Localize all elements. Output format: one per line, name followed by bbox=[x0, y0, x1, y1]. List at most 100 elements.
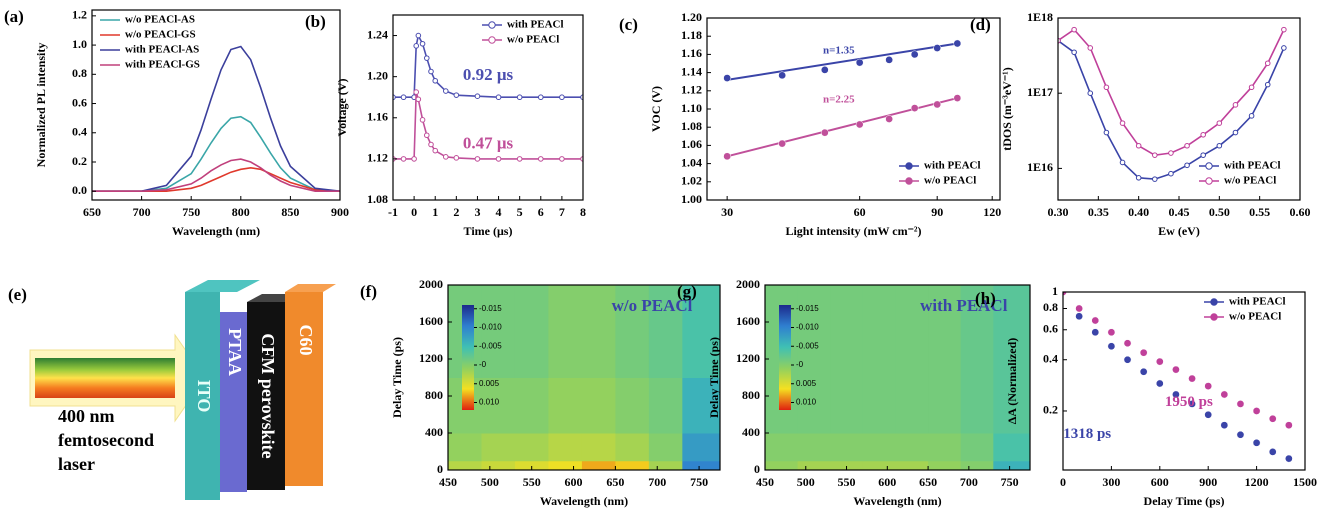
point bbox=[474, 93, 481, 99]
x-axis-title: Time (μs) bbox=[464, 224, 513, 238]
point bbox=[1200, 152, 1206, 158]
heat-cell bbox=[481, 285, 516, 378]
x-tick-label: 6 bbox=[538, 205, 544, 219]
legend-label: w/o PEACl-GS bbox=[125, 29, 196, 41]
x-tick-label: 500 bbox=[481, 475, 499, 489]
y-axis-title: Normalized PL intensity bbox=[34, 43, 48, 168]
point bbox=[778, 139, 786, 148]
point bbox=[537, 156, 544, 162]
point bbox=[953, 39, 962, 48]
series-line bbox=[1058, 39, 1285, 180]
layer-label: C60 bbox=[296, 325, 316, 356]
point bbox=[1188, 374, 1196, 383]
x-tick-label: 650 bbox=[606, 475, 624, 489]
heat-cell bbox=[895, 460, 929, 470]
heat-cell bbox=[548, 377, 583, 434]
point bbox=[1071, 26, 1077, 33]
point bbox=[495, 94, 502, 101]
legend-marker bbox=[488, 36, 496, 44]
plot-area bbox=[1063, 292, 1293, 463]
point bbox=[1264, 81, 1271, 88]
heat-cell bbox=[581, 377, 616, 434]
plot-area bbox=[723, 39, 962, 161]
point bbox=[1204, 382, 1213, 390]
legend-label: with PEACl bbox=[1229, 296, 1286, 308]
c60-top bbox=[285, 284, 336, 292]
point bbox=[1155, 379, 1164, 388]
point bbox=[933, 44, 942, 52]
laser-label: femtosecond bbox=[58, 430, 154, 450]
y-tick-label: 0.4 bbox=[1043, 351, 1058, 365]
colorbar-tick-label: -0 bbox=[796, 360, 804, 369]
point bbox=[516, 156, 523, 162]
point bbox=[1252, 438, 1261, 447]
colorbar-tick-label: 0.010 bbox=[479, 398, 500, 407]
perovskite-layer bbox=[247, 302, 285, 490]
heat-cell bbox=[615, 433, 650, 462]
heat-cell bbox=[648, 433, 683, 462]
point bbox=[1172, 365, 1180, 374]
x-tick-label: 0.50 bbox=[1209, 205, 1230, 219]
colorbar-tick-label: -0.015 bbox=[479, 304, 502, 313]
point bbox=[910, 104, 919, 112]
x-tick-label: 5 bbox=[517, 205, 523, 219]
heat-cell bbox=[960, 285, 994, 378]
heat-cell bbox=[830, 433, 864, 462]
axes-frame bbox=[447, 284, 721, 471]
y-tick-label: 0.4 bbox=[72, 125, 87, 139]
heat-cell bbox=[960, 460, 994, 470]
panel-label: (b) bbox=[305, 12, 326, 31]
point bbox=[1216, 120, 1223, 126]
heat-cell bbox=[765, 460, 799, 470]
legend-label: w/o PEACl bbox=[507, 34, 559, 46]
x-tick-label: 750 bbox=[182, 205, 200, 219]
x-axis-title: Wavelength (nm) bbox=[172, 224, 260, 238]
y-tick-label: 0 bbox=[754, 462, 760, 476]
point bbox=[1200, 131, 1206, 138]
x-tick-label: 750 bbox=[1001, 475, 1019, 489]
panel-label: (g) bbox=[677, 282, 697, 301]
panel: (a) Wavelength (nm) Normalized PL intensit… bbox=[4, 7, 349, 238]
x-tick-label: 0 bbox=[1060, 475, 1066, 489]
point bbox=[1204, 410, 1213, 419]
heat-cell bbox=[797, 285, 831, 378]
point bbox=[1123, 355, 1132, 364]
heat-cell bbox=[615, 377, 650, 434]
point bbox=[442, 154, 449, 160]
annotation: w/o PEACl bbox=[612, 296, 693, 315]
y-tick-label: 1E16 bbox=[1027, 160, 1053, 174]
heat-cell bbox=[895, 377, 929, 434]
point bbox=[1264, 60, 1271, 67]
x-tick-label: 800 bbox=[232, 205, 250, 219]
x-tick-label: 600 bbox=[878, 475, 896, 489]
annotation: 1318 ps bbox=[1063, 426, 1111, 442]
x-tick-label: 0.45 bbox=[1169, 205, 1190, 219]
point bbox=[885, 56, 893, 64]
point bbox=[953, 94, 962, 102]
x-tick-label: 120 bbox=[983, 205, 1001, 219]
x-tick-label: -1 bbox=[388, 205, 398, 219]
point bbox=[413, 89, 420, 95]
x-axis-title: Wavelength (nm) bbox=[853, 494, 941, 508]
point bbox=[1135, 142, 1142, 149]
heat-cell bbox=[481, 377, 516, 434]
x-tick-label: 450 bbox=[756, 475, 774, 489]
point bbox=[1119, 120, 1126, 126]
colorbar-tick-label: -0 bbox=[479, 360, 487, 369]
heat-cell bbox=[648, 460, 683, 470]
y-tick-label: 400 bbox=[742, 425, 760, 439]
y-tick-label: 0.0 bbox=[72, 183, 87, 197]
point bbox=[1188, 400, 1196, 408]
axes-frame bbox=[1057, 17, 1301, 201]
x-tick-label: 500 bbox=[797, 475, 815, 489]
point bbox=[411, 156, 417, 162]
point bbox=[1155, 357, 1164, 366]
y-tick-label: 1200 bbox=[736, 351, 760, 365]
y-tick-label: 1.02 bbox=[681, 174, 702, 188]
laser-beam bbox=[35, 358, 175, 398]
x-tick-label: 650 bbox=[83, 205, 101, 219]
heat-cell bbox=[797, 377, 831, 434]
y-axis-title: Delay Time (ps) bbox=[707, 337, 721, 418]
point bbox=[423, 132, 430, 139]
x-tick-label: 300 bbox=[1102, 475, 1120, 489]
